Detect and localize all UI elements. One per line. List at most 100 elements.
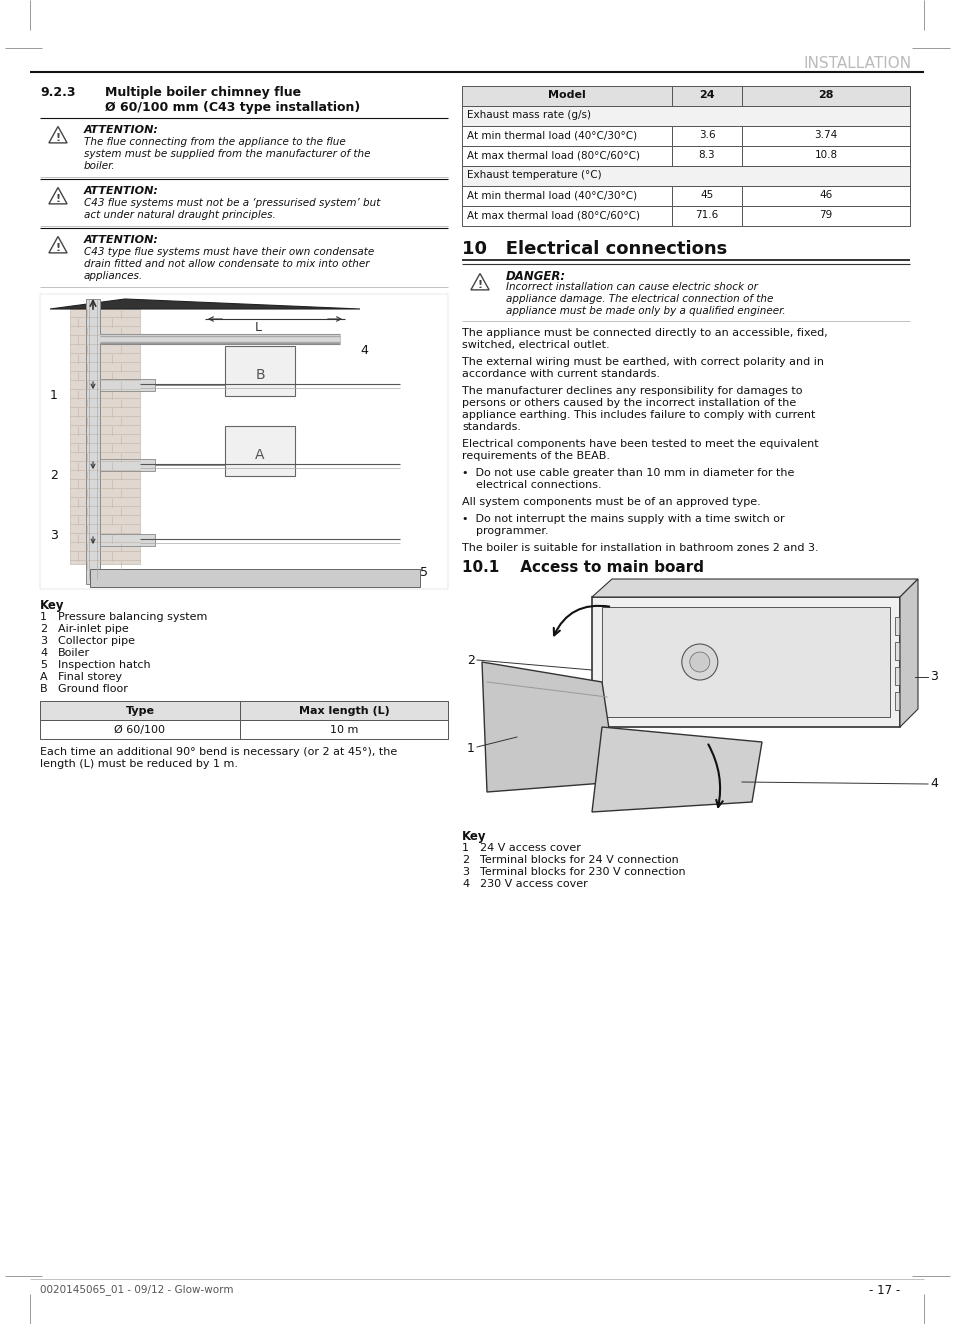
Text: C43 type flue systems must have their own condensate: C43 type flue systems must have their ow… [84,248,374,257]
Text: 1: 1 [461,843,469,853]
Text: Max length (L): Max length (L) [298,706,389,716]
Text: 1: 1 [40,612,47,622]
Text: 10   Electrical connections: 10 Electrical connections [461,240,726,258]
Text: 0020145065_01 - 09/12 - Glow-worm: 0020145065_01 - 09/12 - Glow-worm [40,1284,233,1295]
Text: Air-inlet pipe: Air-inlet pipe [58,624,129,634]
Text: ATTENTION:: ATTENTION: [84,185,159,196]
Text: At min thermal load (40°C/30°C): At min thermal load (40°C/30°C) [467,191,637,200]
Bar [894,667,902,685]
Text: 4: 4 [359,344,368,357]
Bar [90,569,419,587]
Text: The manufacturer declines any responsibility for damages to: The manufacturer declines any responsibi… [461,387,801,396]
Text: Electrical components have been tested to meet the equivalent: Electrical components have been tested t… [461,440,818,449]
Bar [40,700,240,720]
Text: •  Do not use cable greater than 10 mm in diameter for the: • Do not use cable greater than 10 mm in… [461,467,794,478]
Text: !: ! [476,281,482,290]
Bar [100,534,154,545]
Text: 79: 79 [819,211,832,220]
Polygon shape [49,237,67,253]
Text: 28: 28 [818,90,833,101]
Bar [894,642,902,659]
Text: 24: 24 [699,90,714,101]
Text: INSTALLATION: INSTALLATION [803,56,911,71]
Text: The boiler is suitable for installation in bathroom zones 2 and 3.: The boiler is suitable for installation … [461,543,818,553]
Text: 10.8: 10.8 [814,150,837,160]
Text: C43 flue systems must not be a ‘pressurised system’ but: C43 flue systems must not be a ‘pressuri… [84,199,380,208]
Text: 2: 2 [461,855,469,865]
Bar [741,146,909,166]
Text: appliance must be made only by a qualified engineer.: appliance must be made only by a qualifi… [505,306,785,316]
Text: 10.1    Access to main board: 10.1 Access to main board [461,560,703,575]
Bar [461,207,671,226]
Text: appliance earthing. This includes failure to comply with current: appliance earthing. This includes failur… [461,410,815,420]
Text: Each time an additional 90° bend is necessary (or 2 at 45°), the: Each time an additional 90° bend is nece… [40,747,396,757]
Text: Collector pipe: Collector pipe [58,636,135,646]
Bar [671,207,741,226]
Text: 4: 4 [40,647,47,658]
Text: 4: 4 [461,879,469,888]
Text: 3: 3 [50,530,58,542]
Bar [86,299,100,584]
Polygon shape [471,274,489,290]
Text: boiler.: boiler. [84,162,115,171]
Text: 4: 4 [929,777,937,790]
Text: 3.6: 3.6 [698,130,715,140]
Text: 24 V access cover: 24 V access cover [479,843,580,853]
Text: At min thermal load (40°C/30°C): At min thermal load (40°C/30°C) [467,130,637,140]
Text: Ø 60/100: Ø 60/100 [114,726,165,735]
Text: Multiple boiler chimney flue: Multiple boiler chimney flue [105,86,301,99]
Polygon shape [50,299,359,308]
Text: All system components must be of an approved type.: All system components must be of an appr… [461,496,760,507]
Bar [894,692,902,710]
Text: Ground floor: Ground floor [58,685,128,694]
Text: programmer.: programmer. [461,526,548,536]
Bar [461,185,671,207]
Text: Terminal blocks for 24 V connection: Terminal blocks for 24 V connection [479,855,678,865]
Polygon shape [481,662,617,792]
Bar [671,146,741,166]
Text: 3: 3 [929,670,937,683]
Text: persons or others caused by the incorrect installation of the: persons or others caused by the incorrec… [461,399,796,408]
Text: 1: 1 [50,389,58,402]
Text: At max thermal load (80°C/60°C): At max thermal load (80°C/60°C) [467,150,639,160]
Text: 2: 2 [50,469,58,482]
Text: 5: 5 [40,659,47,670]
Bar [100,379,154,391]
Text: Exhaust mass rate (g/s): Exhaust mass rate (g/s) [467,110,590,120]
Bar [461,146,671,166]
Bar [592,597,899,727]
Polygon shape [899,579,917,727]
Text: •  Do not interrupt the mains supply with a time switch or: • Do not interrupt the mains supply with… [461,514,783,524]
Text: ATTENTION:: ATTENTION: [84,124,159,135]
Text: standards.: standards. [461,422,520,432]
Bar [240,700,448,720]
Bar [461,166,909,185]
Polygon shape [49,188,67,204]
Text: Key: Key [461,830,486,843]
Bar [225,346,294,396]
Bar [100,459,154,471]
Text: act under natural draught principles.: act under natural draught principles. [84,211,275,220]
Polygon shape [592,727,761,812]
Text: Pressure balancing system: Pressure balancing system [58,612,207,622]
Bar [225,426,294,477]
Bar [671,185,741,207]
Text: 2: 2 [40,624,47,634]
Bar [601,606,889,718]
Text: accordance with current standards.: accordance with current standards. [461,369,659,379]
Text: electrical connections.: electrical connections. [461,481,601,490]
Text: switched, electrical outlet.: switched, electrical outlet. [461,340,609,350]
Text: Key: Key [40,598,65,612]
Text: Type: Type [126,706,154,716]
Text: system must be supplied from the manufacturer of the: system must be supplied from the manufac… [84,150,370,159]
Text: Terminal blocks for 230 V connection: Terminal blocks for 230 V connection [479,867,685,876]
Text: !: ! [55,195,60,204]
Text: 1: 1 [467,741,475,755]
Text: 8.3: 8.3 [698,150,715,160]
Bar [461,86,671,106]
Bar [894,617,902,636]
Text: Exhaust temperature (°C): Exhaust temperature (°C) [467,169,601,180]
Text: drain fitted and not allow condensate to mix into other: drain fitted and not allow condensate to… [84,260,369,269]
Bar [70,308,140,564]
Text: 71.6: 71.6 [695,211,718,220]
